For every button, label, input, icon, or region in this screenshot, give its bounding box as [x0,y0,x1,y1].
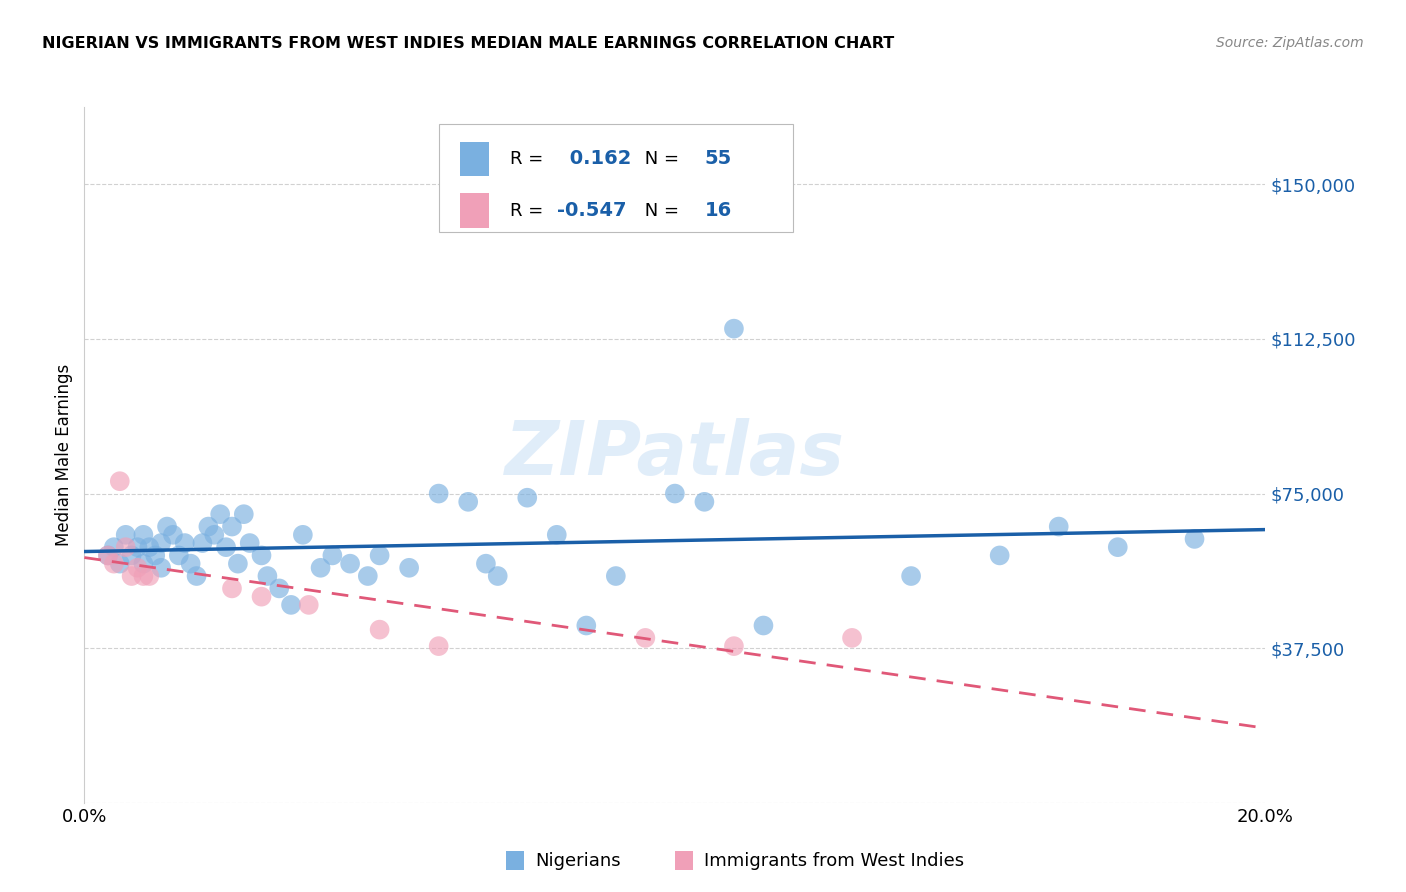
Point [150,536,173,550]
Point [841,631,863,645]
Point [108,557,131,571]
Text: R =: R = [509,202,548,219]
Point [475,557,498,571]
Point [239,536,262,550]
Point [127,561,149,575]
Point [186,569,208,583]
Point [108,474,131,488]
Point [291,528,314,542]
Y-axis label: Median Male Earnings: Median Male Earnings [55,364,73,546]
Point [269,582,291,596]
Point [427,639,450,653]
Point [226,557,249,571]
Point [900,569,922,583]
Point [197,519,219,533]
Text: Immigrants from West Indies: Immigrants from West Indies [704,852,965,870]
Point [298,598,321,612]
Point [723,639,745,653]
Point [114,540,136,554]
Point [605,569,627,583]
Point [114,528,136,542]
Point [138,540,160,554]
Point [215,540,238,554]
Point [693,495,716,509]
Text: R =: R = [509,150,548,168]
Point [339,557,361,571]
Point [321,549,343,563]
Point [221,582,243,596]
Text: 16: 16 [704,202,731,220]
Point [427,486,450,500]
Point [121,549,143,563]
FancyBboxPatch shape [460,142,489,177]
Text: 55: 55 [704,150,731,169]
Text: N =: N = [640,202,685,219]
Text: Nigerians: Nigerians [536,852,621,870]
Point [988,549,1011,563]
Point [546,528,568,542]
Point [103,557,125,571]
Point [1184,532,1206,546]
Text: 0.162: 0.162 [562,150,631,169]
Point [457,495,479,509]
Point [132,528,155,542]
Point [368,549,391,563]
Point [516,491,538,505]
Point [256,569,278,583]
Text: NIGERIAN VS IMMIGRANTS FROM WEST INDIES MEDIAN MALE EARNINGS CORRELATION CHART: NIGERIAN VS IMMIGRANTS FROM WEST INDIES … [42,36,894,51]
Point [132,569,155,583]
Point [167,549,190,563]
Point [103,540,125,554]
Point [221,519,243,533]
Point [180,557,202,571]
Point [156,519,179,533]
FancyBboxPatch shape [439,124,793,232]
Point [202,528,225,542]
Point [150,561,173,575]
Point [486,569,509,583]
Text: N =: N = [640,150,685,168]
Text: Source: ZipAtlas.com: Source: ZipAtlas.com [1216,36,1364,50]
Point [250,590,273,604]
Point [143,549,166,563]
Point [127,540,149,554]
Point [132,557,155,571]
FancyBboxPatch shape [460,194,489,228]
Point [357,569,380,583]
Point [398,561,420,575]
Point [162,528,184,542]
Point [97,549,120,563]
Point [1107,540,1129,554]
Point [209,507,232,521]
Text: ZIPatlas: ZIPatlas [505,418,845,491]
Point [752,618,775,632]
Point [368,623,391,637]
Point [280,598,302,612]
Point [309,561,332,575]
Point [723,321,745,335]
Point [191,536,214,550]
Point [634,631,657,645]
Point [97,549,120,563]
Point [664,486,686,500]
Point [173,536,195,550]
Point [575,618,598,632]
Point [1047,519,1070,533]
Point [121,569,143,583]
Text: -0.547: -0.547 [557,202,626,220]
Point [232,507,254,521]
Point [250,549,273,563]
Point [138,569,160,583]
